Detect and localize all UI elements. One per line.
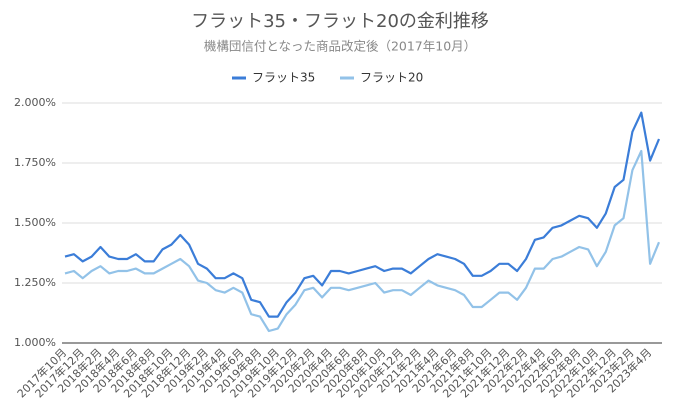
- chart-subtitle: 機構団信付となった商品改定後（2017年10月）: [204, 39, 476, 54]
- series-line: [64, 149, 661, 333]
- series-line: [64, 111, 661, 318]
- y-tick-label: 1.250%: [14, 276, 56, 289]
- y-tick-label: 1.500%: [14, 216, 56, 229]
- y-tick-label: 2.000%: [14, 96, 56, 109]
- y-tick-label: 1.000%: [14, 336, 56, 349]
- y-tick-label: 1.750%: [14, 156, 56, 169]
- chart-title: フラット35・フラット20の金利推移: [191, 11, 489, 32]
- legend-label: フラット20: [360, 71, 423, 85]
- legend-label: フラット35: [252, 71, 315, 85]
